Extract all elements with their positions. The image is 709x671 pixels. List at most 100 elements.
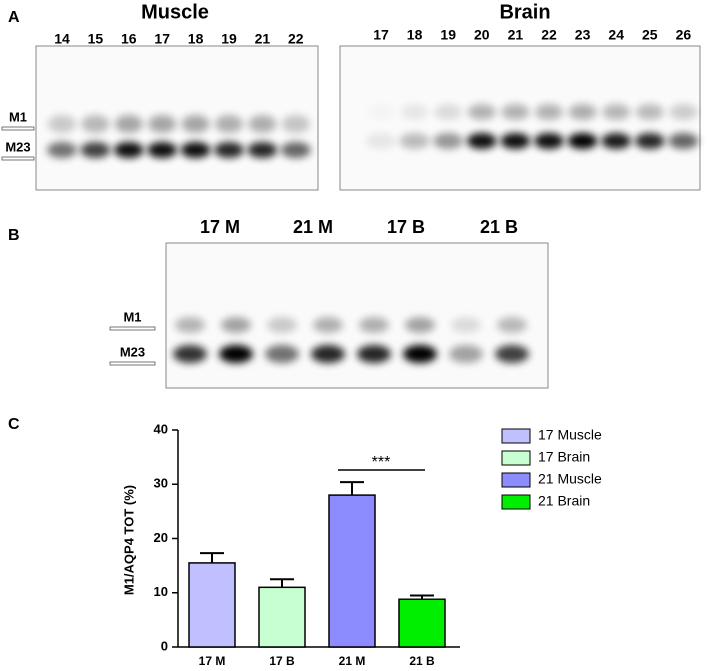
bar [188, 562, 236, 648]
blot-band [313, 317, 343, 333]
blot-band [113, 142, 144, 158]
lane-label: 17 B [387, 217, 425, 237]
lane-label: 17 [373, 27, 389, 43]
blot-band [265, 345, 299, 363]
blot-band [81, 115, 110, 133]
blot-band [634, 133, 665, 149]
blot-band [80, 142, 111, 158]
lane-label: 24 [608, 27, 624, 43]
blot-band [181, 115, 210, 133]
blot-band [535, 104, 563, 120]
lane-label: 15 [88, 31, 104, 47]
blot-band [602, 104, 631, 120]
blot-band [215, 115, 243, 133]
lane-label: 21 [508, 27, 524, 43]
y-tick-label: 20 [154, 530, 168, 545]
marker-label: M1 [9, 109, 27, 124]
blot-band [175, 317, 205, 333]
blot-band [500, 133, 531, 149]
lane-label: 25 [642, 27, 658, 43]
lane-label: 18 [407, 27, 423, 43]
blot-title: Brain [499, 1, 550, 23]
marker-label: M23 [120, 344, 145, 359]
blot-frame [165, 242, 549, 389]
blot-band [495, 345, 529, 363]
lane-label: 17 [154, 31, 170, 47]
legend-label: 17 Muscle [538, 427, 602, 443]
blot-band [148, 115, 177, 133]
lane-label: 14 [54, 31, 70, 47]
blot-band [147, 142, 178, 158]
blot-band [281, 115, 310, 133]
blot-band [466, 133, 497, 149]
blot-band [501, 104, 530, 120]
blot-band [434, 104, 463, 120]
blot-title: Muscle [141, 1, 209, 23]
blot-band [405, 317, 435, 333]
y-tick-label: 10 [154, 584, 168, 599]
blot-band [280, 142, 311, 158]
lane-label: 19 [221, 31, 237, 47]
blot-band [114, 115, 143, 133]
blot-band [173, 345, 207, 363]
blot-band [357, 345, 391, 363]
lane-label: 18 [188, 31, 204, 47]
x-tick-label: 21 B [409, 654, 435, 668]
blot-band [601, 133, 632, 149]
legend-swatch [501, 450, 531, 466]
blot-band [219, 345, 253, 363]
marker-line [109, 361, 156, 366]
legend-swatch [501, 494, 531, 510]
y-tick-label: 30 [154, 476, 168, 491]
blot-band [247, 142, 278, 158]
blot-band [267, 317, 297, 333]
blot-band [567, 133, 598, 149]
blot-band [497, 317, 527, 333]
blot-frame [35, 45, 319, 191]
lane-label: 23 [575, 27, 591, 43]
y-tick-label: 40 [154, 421, 168, 436]
blot-band [311, 345, 345, 363]
blot-band [451, 317, 481, 333]
y-tick-label: 0 [161, 638, 168, 653]
x-tick-label: 17 M [199, 654, 226, 668]
blot-band [433, 133, 464, 149]
lane-label: 19 [440, 27, 456, 43]
legend-label: 21 Muscle [538, 471, 602, 487]
blot-band [214, 142, 244, 158]
bar [398, 598, 446, 648]
y-axis-label: M1/AQP4 TOT (%) [121, 485, 136, 595]
blot-band [367, 104, 395, 120]
marker-label: M1 [123, 309, 141, 324]
lane-label: 16 [121, 31, 137, 47]
blot-band [669, 104, 698, 120]
blot-band [635, 104, 664, 120]
lane-label: 20 [474, 27, 490, 43]
legend-label: 17 Brain [538, 449, 590, 465]
lane-label: 21 M [293, 217, 333, 237]
panel-label: A [8, 9, 20, 26]
lane-label: 17 M [200, 217, 240, 237]
x-tick-label: 17 B [269, 654, 295, 668]
blot-band [48, 115, 76, 133]
lane-label: 22 [288, 31, 304, 47]
bar [258, 586, 306, 648]
blot-band [534, 133, 564, 149]
blot-band [403, 345, 437, 363]
blot-band [467, 104, 496, 120]
lane-label: 21 [255, 31, 271, 47]
blot-band [668, 133, 699, 149]
x-tick-label: 21 M [339, 654, 366, 668]
marker-line [109, 326, 156, 331]
blot-band [47, 142, 77, 158]
lane-label: 26 [676, 27, 692, 43]
marker-line [1, 156, 35, 161]
legend-swatch [501, 428, 531, 444]
blot-band [180, 142, 211, 158]
panel-label: C [8, 416, 20, 433]
blot-band [359, 317, 389, 333]
lane-label: 21 B [480, 217, 518, 237]
blot-band [449, 345, 483, 363]
legend-swatch [501, 472, 531, 488]
bar [328, 494, 376, 648]
